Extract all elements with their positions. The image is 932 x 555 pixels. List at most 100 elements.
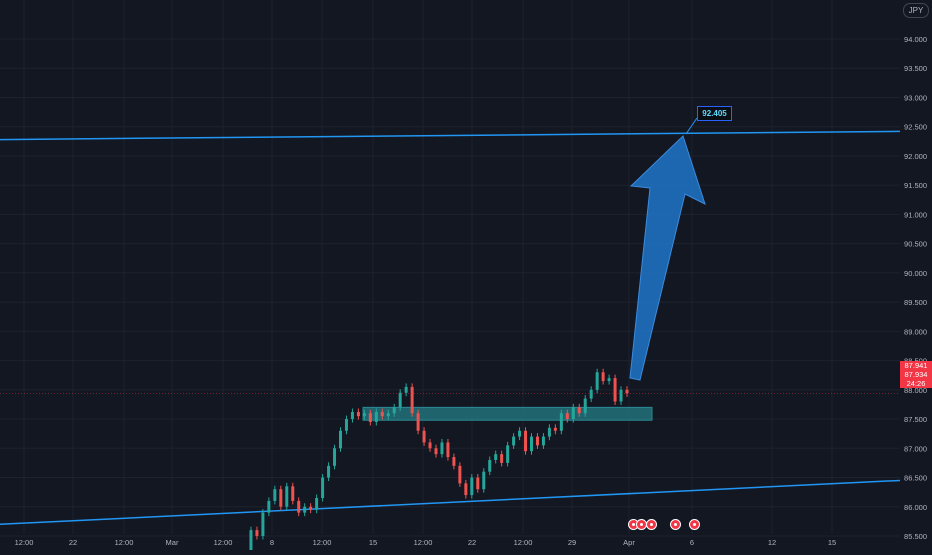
- y-tick-label: 85.500: [904, 532, 927, 541]
- x-tick-label: 8: [270, 538, 274, 547]
- y-tick-label: 89.000: [904, 327, 927, 336]
- y-tick-label: 93.500: [904, 64, 927, 73]
- x-tick-label: 12:00: [15, 538, 34, 547]
- y-tick-label: 86.000: [904, 503, 927, 512]
- candle-body: [595, 372, 599, 390]
- candle-body: [362, 413, 366, 417]
- candle-body: [494, 454, 498, 460]
- candle-body: [625, 389, 629, 394]
- event-marker-icon[interactable]: [646, 519, 657, 530]
- candle-body: [577, 407, 581, 414]
- candle-body: [374, 412, 378, 422]
- y-tick-label: 89.500: [904, 298, 927, 307]
- current-price-tag-2: 87.934: [900, 370, 932, 379]
- candle-body: [434, 448, 438, 455]
- y-tick-label: 87.500: [904, 415, 927, 424]
- candle-body: [428, 442, 432, 449]
- candle-body: [309, 506, 313, 510]
- candle-body: [422, 430, 426, 443]
- candle-body: [249, 530, 253, 550]
- candle-body: [291, 486, 295, 501]
- candle-body: [440, 442, 444, 455]
- x-tick-label: Apr: [623, 538, 635, 547]
- candle-body: [613, 378, 617, 402]
- y-tick-label: 90.000: [904, 269, 927, 278]
- trendlines[interactable]: [0, 130, 901, 526]
- candle-body: [333, 448, 337, 466]
- event-marker-icon[interactable]: [670, 519, 681, 530]
- candle-body: [601, 372, 605, 382]
- candle-body: [303, 506, 307, 513]
- y-tick-label: 91.000: [904, 210, 927, 219]
- candle-body: [476, 477, 480, 490]
- lower-trendline: [0, 479, 901, 526]
- y-tick-label: 92.500: [904, 123, 927, 132]
- candle-body: [470, 477, 474, 496]
- candle-body: [607, 378, 611, 382]
- candle-body: [350, 412, 354, 420]
- target-arrow-shape: [629, 135, 706, 381]
- x-tick-label: 12:00: [414, 538, 433, 547]
- candle-body: [458, 465, 462, 484]
- candle-body: [410, 386, 414, 414]
- grid: [0, 0, 900, 537]
- x-tick-label: 12:00: [514, 538, 533, 547]
- upper-trendline: [0, 130, 901, 141]
- x-tick-label: 15: [369, 538, 377, 547]
- candle-body: [500, 454, 504, 463]
- target-leader-line: [685, 117, 698, 135]
- candle-body: [553, 427, 557, 431]
- candle-body: [339, 430, 342, 449]
- support-zone[interactable]: [362, 406, 653, 421]
- y-tick-label: 87.000: [904, 444, 927, 453]
- current-price-tag: 87.941: [900, 361, 932, 370]
- candle-body: [541, 436, 545, 446]
- candle-body: [506, 445, 510, 463]
- candle-body: [261, 512, 265, 536]
- x-axis: 12:00 22 12:00 Mar 12:00 8 12:00 15 12:00 22 12:00…: [15, 538, 837, 547]
- candle-body: [321, 477, 325, 498]
- candle-body: [398, 392, 402, 408]
- target-price-label: 92.405: [697, 106, 732, 121]
- candle-body: [452, 457, 456, 466]
- x-tick-label: 12:00: [115, 538, 134, 547]
- candle-body: [535, 436, 539, 446]
- x-tick-label: 22: [468, 538, 476, 547]
- candle-body: [589, 389, 593, 399]
- candle-body: [327, 465, 331, 478]
- candle-body: [446, 442, 450, 458]
- candle-body: [524, 430, 528, 452]
- candle-body: [315, 497, 319, 510]
- candle-body: [297, 500, 301, 513]
- y-tick-label: 94.000: [904, 35, 927, 44]
- candle-body: [571, 407, 575, 420]
- y-axis-labels: 94.000 93.500 93.000 92.500 92.000 91.500 91.0…: [904, 35, 927, 541]
- candle-body: [380, 412, 384, 417]
- x-tick-label: 12:00: [214, 538, 233, 547]
- candle-body: [416, 413, 420, 431]
- x-tick-label: 22: [69, 538, 77, 547]
- candle-body: [368, 413, 372, 422]
- price-axis[interactable]: 94.000 93.500 93.000 92.500 92.000 91.500 91.0…: [900, 0, 932, 550]
- candle-body: [518, 430, 522, 437]
- x-tick-label: 15: [828, 538, 836, 547]
- candle-body: [344, 419, 348, 431]
- event-marker-icon[interactable]: [689, 519, 700, 530]
- x-tick-label: 12: [768, 538, 776, 547]
- target-arrow[interactable]: [629, 117, 706, 381]
- candle-body: [392, 407, 396, 414]
- candle-body: [482, 471, 486, 490]
- candle-body: [559, 413, 563, 431]
- y-tick-label: 91.500: [904, 181, 927, 190]
- candle-body: [547, 427, 551, 437]
- x-tick-label: Mar: [166, 538, 179, 547]
- candle-body: [267, 500, 271, 513]
- currency-badge[interactable]: JPY: [903, 3, 929, 18]
- y-tick-label: 86.500: [904, 474, 927, 483]
- candle-body: [404, 386, 408, 393]
- x-tick-label: 6: [690, 538, 694, 547]
- candle-body: [285, 486, 289, 507]
- candle-body: [512, 436, 516, 446]
- candle-body: [530, 436, 533, 452]
